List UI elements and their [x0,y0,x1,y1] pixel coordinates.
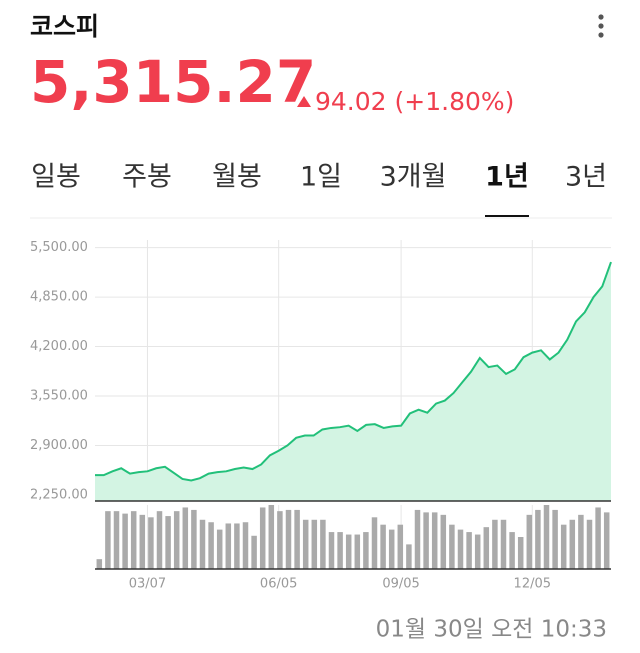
tabs: 일봉 주봉 월봉 1일 3개월 1년 3년 [31,162,607,217]
y-tick-label: 3,550.00 [30,388,88,403]
volume-bar [277,511,283,569]
volume-bar [130,511,137,569]
volume-bar [148,517,154,569]
volume-bar [311,519,318,569]
volume-bar [431,512,438,569]
tab[interactable]: 월봉 [212,162,262,193]
volume-bar [483,527,490,569]
volume-bar [337,532,343,569]
volume-bar [517,537,524,569]
volume-bar [371,517,378,569]
volume-bar [216,529,223,569]
volume-bar [552,509,558,569]
y-tick-label: 2,900.00 [30,438,88,453]
volume-bar [388,529,395,569]
area [95,262,611,501]
tab[interactable]: 일봉 [31,162,81,193]
chart: 2,250.00 2,900.00 3,550.00 4,200.00 4,850.00… [30,240,612,592]
tab[interactable]: 주봉 [122,162,172,193]
volume-bar [345,534,352,569]
volume-bar [500,519,507,569]
price: 5,315.27 [30,48,316,116]
volume-bar [320,519,326,569]
title: 코스피 [30,12,99,41]
volume-bar [113,511,120,569]
volume-bar [259,507,266,569]
tab[interactable]: 1일 [300,162,342,193]
tab[interactable]: 3년 [565,162,607,193]
volume-bar [105,511,111,569]
volume-bar [251,535,257,569]
volume-bar [191,509,197,569]
volume-bar [122,513,128,569]
volume-bar [173,511,180,569]
x-tick-label: 12/05 [514,577,551,592]
volume-bar [423,512,429,569]
volume-bar [182,507,189,569]
volume-bar [242,522,249,569]
y-tick-label: 4,850.00 [30,290,88,305]
volume-bar [363,532,369,569]
tab[interactable]: 1년 [485,162,529,193]
volume-bar [268,505,275,569]
more-menu[interactable] [598,14,604,38]
volume-bar [474,534,481,569]
volume-bar [199,519,206,569]
volume-bar [526,514,533,569]
x-tick-label: 09/05 [382,577,419,592]
volume-bar [380,524,386,569]
volume-bar [449,524,455,569]
volume-bar [457,529,464,569]
y-tick-label: 5,500.00 [30,240,88,255]
timestamp: 01월 30일 오전 10:33 [376,617,607,643]
y-tick-label: 2,250.00 [30,487,88,502]
volume-bar [586,519,593,569]
price-line [95,261,612,482]
volume-bar [466,532,472,569]
x-tick-label: 06/05 [260,577,297,592]
volume-bar [328,532,335,569]
volume-bar [354,534,361,569]
volume-bar [578,514,584,569]
volume-bar [397,524,404,569]
volume-bar [302,519,309,569]
volume-bar [139,514,146,569]
volume-bar [569,519,576,569]
volume-bar [294,509,300,569]
volume-bar [208,522,214,569]
volume-bar [285,509,292,569]
up-arrow [297,96,311,107]
volume-bar [406,544,412,569]
change: 94.02 (+1.80%) [315,87,514,116]
volume-bar [509,532,515,569]
tab[interactable]: 3개월 [380,162,447,193]
volume-bar [560,524,567,569]
volume-bar [595,507,601,569]
volume-bar [440,514,447,569]
volume-bar [414,509,421,569]
volume-bar [165,516,171,569]
volume-bar [492,519,498,569]
volume-bar [234,523,240,569]
volume-bar [225,523,232,569]
volume-bar [96,559,103,569]
y-tick-label: 4,200.00 [30,339,88,354]
volume-bar [603,512,610,569]
volume-bar [156,511,163,569]
volume-bar [543,505,550,569]
x-tick-label: 03/07 [129,577,166,592]
volume-bar [535,509,541,569]
